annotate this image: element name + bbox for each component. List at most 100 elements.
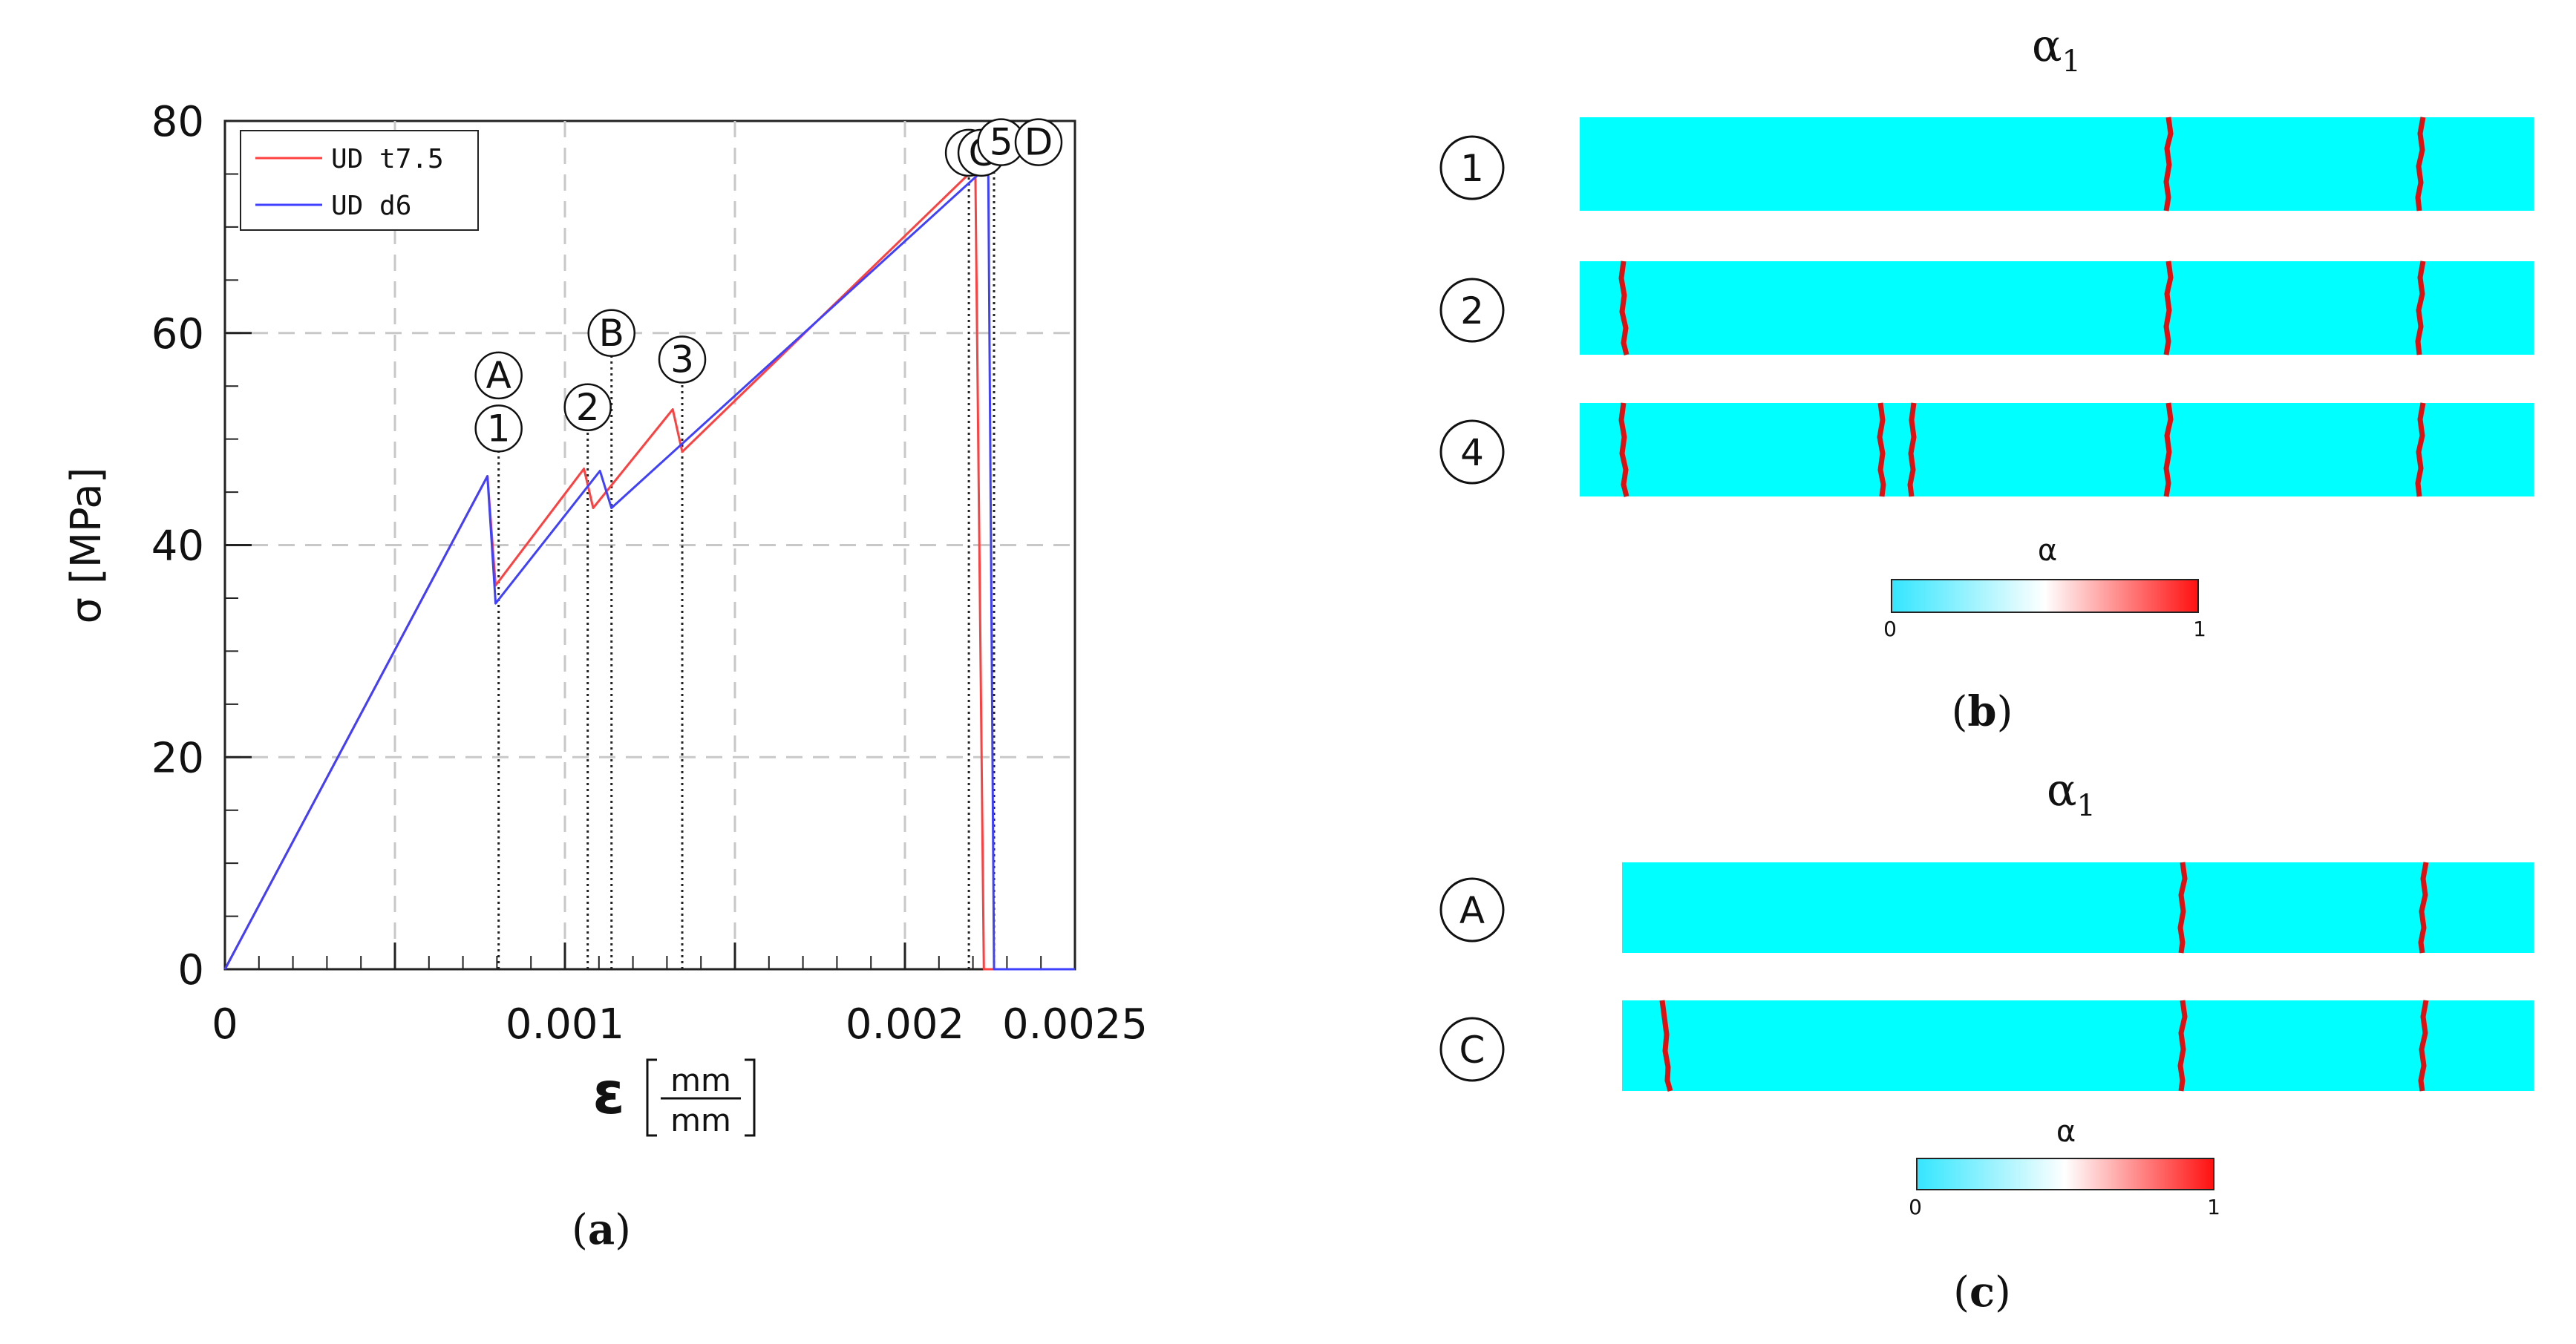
crack: [2418, 1000, 2429, 1092]
dotted-guides: [497, 149, 996, 969]
panel-b-row-1: 1: [1439, 117, 2534, 212]
legend: UD t7.5 UD d6: [240, 130, 479, 231]
panel-c-title: α1: [2047, 764, 2096, 823]
legend-label-ud-t75: UD t7.5: [331, 144, 444, 174]
series-line-ud-d6: [223, 164, 1075, 971]
crack: [2163, 402, 2174, 497]
panel-c-row-c: C: [1439, 1000, 2534, 1092]
crack: [2177, 1000, 2188, 1092]
crack: [2415, 117, 2426, 212]
panel-label-c-letter: c: [1969, 1268, 1995, 1317]
x-tick-label: 0: [212, 1000, 238, 1049]
alpha-field-strip: [1580, 117, 2534, 211]
row-marker-label: A: [1459, 889, 1485, 932]
y-tick-label: 0: [177, 946, 204, 994]
event-marker-circle: [474, 351, 523, 400]
series-line-ud-t75: [223, 166, 1075, 971]
x-tick-label: 0.002: [846, 1000, 964, 1049]
colorbar-gradient: [1916, 1158, 2214, 1190]
x-tick-label: 0.0025: [1002, 1000, 1148, 1049]
axis-ticks: 0 0.001 0.002 0.0025 0 20 40 60 80: [151, 98, 1148, 1049]
y-tick-label: 80: [151, 98, 204, 146]
x-axis-unit-numerator: mm: [670, 1062, 731, 1098]
panel-c-title-subscript: 1: [2077, 789, 2096, 823]
panel-b-title-alpha: α: [2032, 20, 2062, 72]
event-marker-label: B: [599, 312, 624, 355]
row-marker-circle: [1439, 135, 1505, 200]
crack: [1907, 402, 1917, 497]
panel-b-row-2: 2: [1439, 260, 2534, 355]
crack: [2177, 862, 2188, 954]
panel-label-b-letter: b: [1967, 687, 1996, 736]
y-tick-label: 20: [151, 734, 204, 782]
panel-b: α1 1 2 4 α 0: [1439, 20, 2534, 736]
row-marker-circle: [1439, 419, 1505, 485]
row-marker-circle: [1439, 278, 1505, 343]
y-tick-label: 40: [151, 522, 204, 571]
panel-b-row-4: 4: [1439, 402, 2534, 497]
event-marker-circle: [474, 404, 523, 453]
crack: [1618, 402, 1629, 497]
event-marker-circle: [587, 309, 635, 357]
y-tick-label: 60: [151, 310, 204, 358]
colorbar-max-label: 1: [2193, 617, 2206, 641]
row-marker-circle: [1439, 877, 1505, 943]
event-marker-label: A: [486, 354, 511, 397]
row-marker-label: 2: [1460, 289, 1484, 332]
crack: [2415, 402, 2426, 497]
grid-lines: [225, 121, 1075, 969]
panel-b-title: α1: [2032, 20, 2081, 79]
crack: [2415, 260, 2426, 355]
event-marker-label: 1: [487, 407, 511, 450]
circled-markers: A12B34C5D: [474, 118, 1063, 453]
alpha-field-strip: [1622, 1000, 2534, 1091]
colorbar-gradient: [1891, 579, 2199, 613]
colorbar-label: α: [2056, 1115, 2076, 1149]
crack: [2163, 117, 2174, 212]
y-axis-label: σ [MPa]: [62, 468, 111, 624]
alpha-field-strip: [1622, 862, 2534, 953]
x-axis-unit-bracket-right: [745, 1058, 756, 1137]
panel-b-colorbar: α 0 1: [1883, 534, 2206, 641]
panel-c-title-alpha: α: [2047, 764, 2077, 816]
panel-label-b: (b): [1952, 687, 2013, 736]
x-axis-symbol: ε: [592, 1061, 624, 1127]
colorbar-min-label: 0: [1909, 1195, 1922, 1219]
panel-label-c: (c): [1953, 1268, 2011, 1317]
event-marker-circle: [563, 383, 612, 432]
event-marker-label: 3: [670, 338, 694, 381]
row-marker-label: 4: [1460, 431, 1484, 474]
legend-box: [240, 130, 479, 231]
colorbar-max-label: 1: [2207, 1195, 2220, 1219]
x-axis-unit-denominator: mm: [670, 1102, 731, 1138]
panel-label-a-letter: a: [588, 1205, 615, 1254]
event-marker-circle: [658, 335, 707, 384]
series-lines: [223, 164, 1075, 971]
crack: [1618, 260, 1629, 355]
x-tick-label: 0.001: [506, 1000, 624, 1049]
panel-b-title-subscript: 1: [2062, 45, 2081, 79]
event-marker-label: 2: [576, 386, 600, 429]
crack: [1659, 1000, 1673, 1092]
colorbar-label: α: [2038, 534, 2057, 568]
panel-label-a: (a): [572, 1205, 631, 1254]
panel-c: α1 A C α 0 1 (c): [1439, 764, 2534, 1317]
alpha-field-strip: [1580, 261, 2534, 355]
panel-c-row-a: A: [1439, 862, 2534, 954]
row-marker-label: C: [1459, 1029, 1485, 1072]
crack: [1877, 402, 1886, 497]
crack: [2418, 862, 2429, 954]
crack: [2163, 260, 2174, 355]
row-marker-label: 1: [1460, 147, 1484, 190]
x-axis-unit-bracket-left: [646, 1058, 657, 1137]
panel-c-colorbar: α 0 1: [1909, 1115, 2220, 1219]
event-marker-label: 5: [990, 121, 1013, 164]
row-marker-circle: [1439, 1017, 1505, 1082]
colorbar-min-label: 0: [1883, 617, 1897, 641]
legend-label-ud-d6: UD d6: [331, 191, 411, 221]
alpha-field-strip: [1580, 403, 2534, 496]
event-marker-circle: [1014, 118, 1063, 166]
event-marker-label: D: [1024, 121, 1053, 164]
